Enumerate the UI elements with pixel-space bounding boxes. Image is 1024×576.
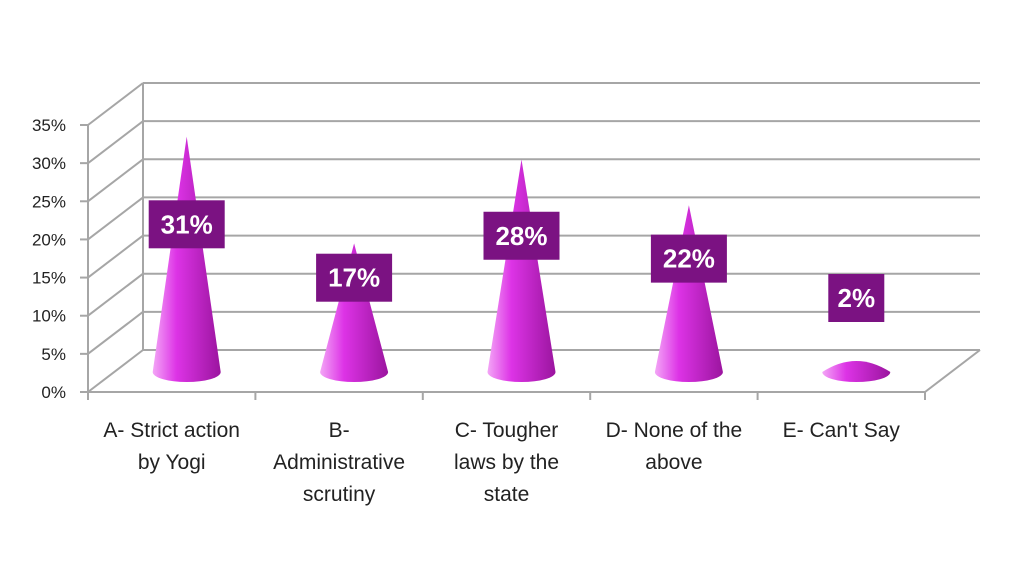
cone-bar bbox=[822, 361, 891, 382]
cones bbox=[152, 136, 891, 382]
cone-bar bbox=[320, 243, 389, 382]
data-label-text: 17% bbox=[328, 263, 380, 293]
data-label-box bbox=[650, 234, 727, 283]
cone-body bbox=[320, 243, 389, 382]
cone-body bbox=[654, 205, 723, 382]
data-label-text: 28% bbox=[495, 221, 547, 251]
gridlines bbox=[87, 82, 980, 393]
data-label-text: 2% bbox=[838, 283, 876, 313]
y-tick-label: 15% bbox=[32, 269, 66, 288]
cone-bar bbox=[487, 159, 556, 382]
gridline-diagonal bbox=[87, 349, 144, 393]
cone-body bbox=[152, 136, 221, 382]
gridline-diagonal bbox=[87, 311, 144, 355]
y-tick-label: 25% bbox=[32, 192, 66, 211]
x-category-label: E- Can't Say bbox=[783, 419, 901, 442]
data-label: 31% bbox=[148, 200, 225, 249]
gridline-diagonal bbox=[87, 196, 144, 241]
gridline-diagonal bbox=[87, 158, 144, 203]
y-tick-label: 20% bbox=[32, 230, 66, 249]
cone-bar bbox=[654, 205, 723, 382]
gridline-diagonal bbox=[87, 272, 144, 317]
data-label-box bbox=[148, 200, 225, 249]
data-label: 22% bbox=[650, 234, 727, 283]
y-tick-label: 10% bbox=[32, 307, 66, 326]
x-category-label: D- None of the above bbox=[606, 419, 743, 474]
y-tick-label: 5% bbox=[41, 345, 66, 364]
gridline-diagonal bbox=[87, 120, 144, 164]
cone-body bbox=[487, 159, 556, 382]
x-category-label: B-Administrative scrutiny bbox=[273, 419, 405, 506]
floor-right-edge bbox=[924, 349, 981, 393]
y-axis: 0% 5% 10% 15% 20% 25% 30% 35% bbox=[32, 116, 89, 402]
data-label-box bbox=[483, 211, 560, 260]
data-labels: 31% 17% 28% 22% 2% bbox=[148, 200, 885, 322]
data-label-text: 22% bbox=[663, 244, 715, 274]
data-label-box bbox=[316, 253, 393, 302]
x-axis: A- Strict action by Yogi B-Administrative s… bbox=[87, 349, 981, 506]
cone-bar bbox=[152, 136, 221, 382]
x-category-label: A- Strict action by Yogi bbox=[103, 419, 240, 474]
data-label: 2% bbox=[828, 274, 885, 322]
data-label-box bbox=[828, 274, 885, 322]
cone-body bbox=[822, 361, 891, 382]
y-tick-label: 35% bbox=[32, 116, 66, 135]
x-category-label: C- Tougher laws by the state bbox=[454, 419, 559, 506]
data-label: 17% bbox=[316, 253, 393, 302]
data-label-text: 31% bbox=[161, 209, 213, 239]
y-tick-label: 0% bbox=[41, 383, 66, 402]
gridline-diagonal bbox=[87, 82, 144, 126]
data-label: 28% bbox=[483, 211, 560, 260]
gridline-diagonal bbox=[87, 234, 144, 279]
y-tick-label: 30% bbox=[32, 154, 66, 173]
